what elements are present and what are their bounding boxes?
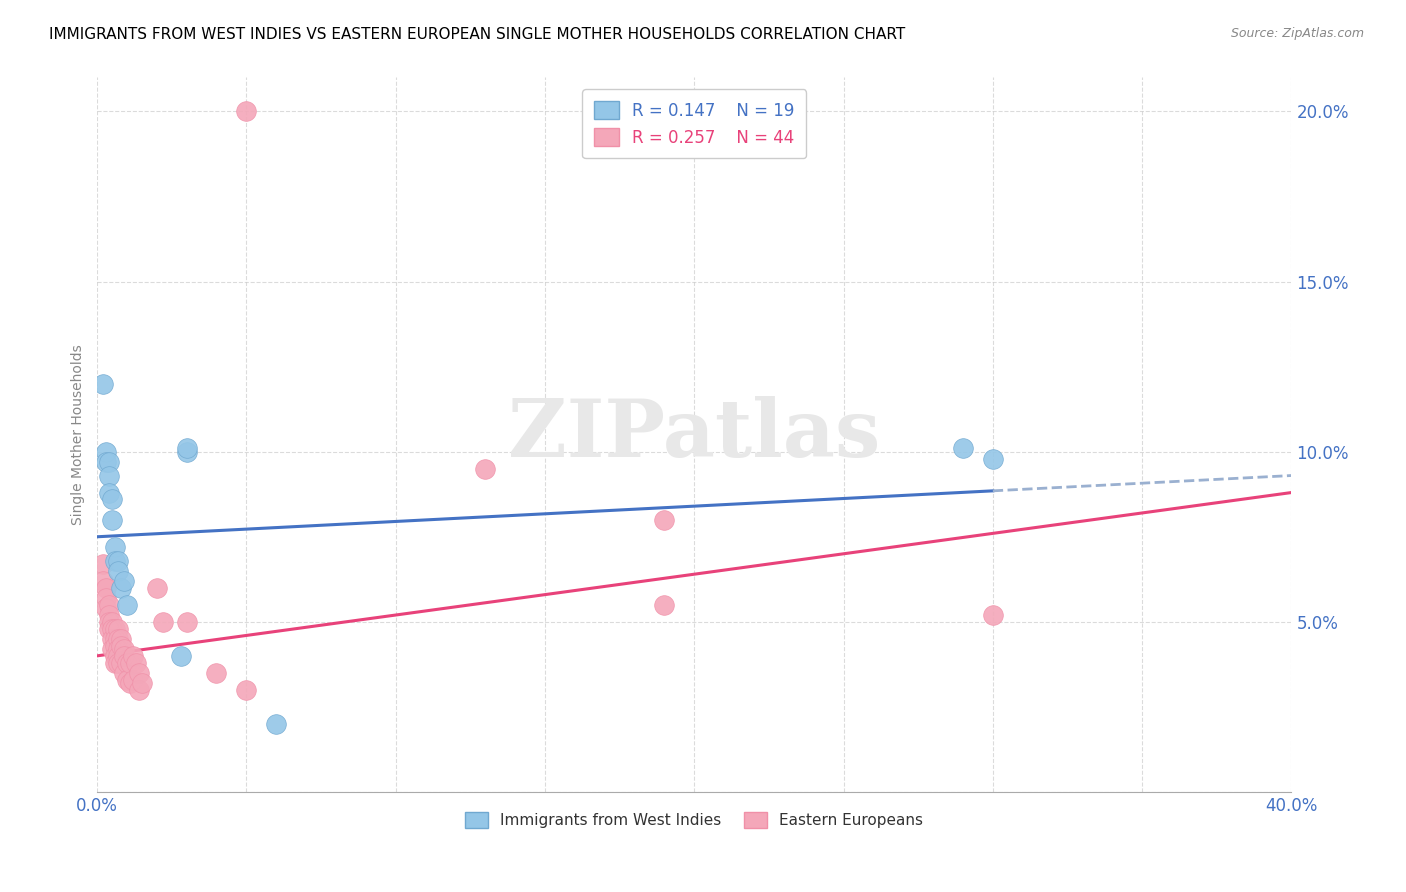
Point bbox=[104, 632, 127, 646]
Point bbox=[101, 513, 124, 527]
Point bbox=[107, 642, 129, 657]
Point bbox=[94, 591, 117, 605]
Point bbox=[104, 622, 127, 636]
Point bbox=[104, 648, 127, 663]
Point bbox=[981, 607, 1004, 622]
Y-axis label: Single Mother Households: Single Mother Households bbox=[72, 344, 86, 525]
Point bbox=[145, 581, 167, 595]
Point bbox=[952, 442, 974, 456]
Point bbox=[981, 451, 1004, 466]
Point bbox=[654, 513, 676, 527]
Point bbox=[91, 557, 114, 571]
Point bbox=[98, 622, 121, 636]
Point bbox=[235, 682, 257, 697]
Point bbox=[110, 632, 132, 646]
Point bbox=[169, 648, 191, 663]
Point bbox=[152, 615, 174, 629]
Point bbox=[104, 656, 127, 670]
Point bbox=[131, 676, 153, 690]
Point bbox=[107, 648, 129, 663]
Point bbox=[98, 455, 121, 469]
Point bbox=[107, 622, 129, 636]
Point bbox=[98, 615, 121, 629]
Point bbox=[101, 642, 124, 657]
Text: IMMIGRANTS FROM WEST INDIES VS EASTERN EUROPEAN SINGLE MOTHER HOUSEHOLDS CORRELA: IMMIGRANTS FROM WEST INDIES VS EASTERN E… bbox=[49, 27, 905, 42]
Point bbox=[122, 673, 145, 687]
Point bbox=[205, 665, 228, 680]
Point bbox=[122, 648, 145, 663]
Point bbox=[104, 553, 127, 567]
Point bbox=[101, 492, 124, 507]
Point bbox=[125, 656, 148, 670]
Point bbox=[176, 442, 198, 456]
Point bbox=[110, 581, 132, 595]
Point bbox=[98, 598, 121, 612]
Point bbox=[94, 444, 117, 458]
Point bbox=[91, 574, 114, 588]
Point bbox=[118, 656, 141, 670]
Point bbox=[107, 632, 129, 646]
Point bbox=[94, 581, 117, 595]
Point bbox=[264, 717, 287, 731]
Point bbox=[118, 676, 141, 690]
Point bbox=[107, 564, 129, 578]
Point bbox=[107, 656, 129, 670]
Text: Source: ZipAtlas.com: Source: ZipAtlas.com bbox=[1230, 27, 1364, 40]
Point bbox=[101, 622, 124, 636]
Point bbox=[128, 682, 150, 697]
Point bbox=[235, 104, 257, 119]
Point bbox=[112, 665, 135, 680]
Point bbox=[654, 598, 676, 612]
Point bbox=[176, 615, 198, 629]
Point bbox=[94, 455, 117, 469]
Point bbox=[115, 656, 138, 670]
Point bbox=[104, 639, 127, 653]
Point bbox=[176, 444, 198, 458]
Point bbox=[94, 601, 117, 615]
Point bbox=[98, 468, 121, 483]
Point bbox=[91, 376, 114, 391]
Point bbox=[115, 673, 138, 687]
Point bbox=[474, 461, 496, 475]
Point bbox=[112, 642, 135, 657]
Point bbox=[101, 615, 124, 629]
Text: ZIPatlas: ZIPatlas bbox=[508, 396, 880, 474]
Point bbox=[104, 540, 127, 554]
Point bbox=[110, 639, 132, 653]
Legend: Immigrants from West Indies, Eastern Europeans: Immigrants from West Indies, Eastern Eur… bbox=[458, 805, 929, 834]
Point bbox=[110, 656, 132, 670]
Point bbox=[128, 665, 150, 680]
Point bbox=[112, 648, 135, 663]
Point bbox=[98, 607, 121, 622]
Point bbox=[107, 553, 129, 567]
Point bbox=[98, 485, 121, 500]
Point bbox=[112, 574, 135, 588]
Point bbox=[115, 598, 138, 612]
Point bbox=[101, 632, 124, 646]
